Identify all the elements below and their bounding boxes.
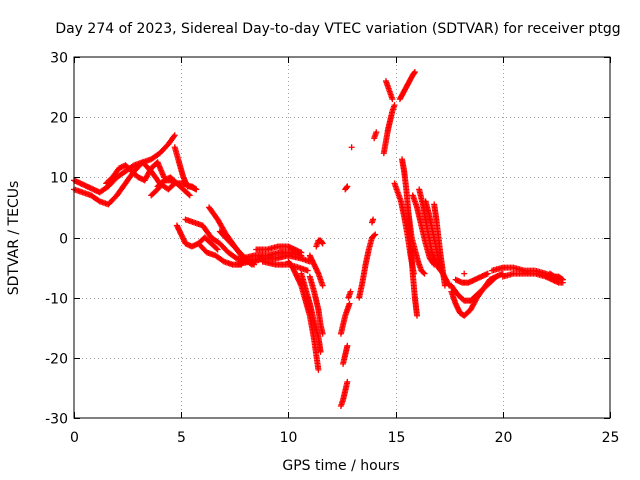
data-point	[318, 239, 325, 246]
data-point	[372, 231, 379, 238]
data-point	[414, 312, 421, 319]
data-points	[71, 69, 566, 409]
data-point	[344, 183, 351, 190]
y-tick-label: -10	[45, 292, 68, 308]
data-point	[344, 342, 351, 349]
x-tick-label: 15	[388, 430, 406, 446]
y-axis-ticks: -30 -20 -10 0 10 20 30	[45, 51, 610, 428]
y-tick-label: 30	[50, 51, 68, 67]
data-point	[389, 96, 396, 103]
x-tick-label: 0	[70, 430, 79, 446]
data-point	[170, 133, 177, 140]
y-tick-label: 20	[50, 111, 68, 127]
y-tick-label: -30	[45, 412, 68, 428]
data-point	[346, 300, 353, 307]
data-point	[373, 129, 380, 136]
data-point	[214, 246, 221, 253]
data-point	[317, 348, 324, 355]
data-point	[298, 249, 305, 256]
x-tick-label: 10	[280, 430, 298, 446]
plot-frame	[73, 56, 611, 419]
data-point	[484, 270, 491, 277]
data-point	[411, 70, 418, 77]
x-axis-label: GPS time / hours	[282, 458, 399, 474]
x-tick-label: 20	[495, 430, 513, 446]
data-point	[185, 191, 192, 198]
data-point	[193, 186, 200, 193]
data-point	[304, 267, 311, 274]
data-point	[371, 232, 378, 239]
chart-title: Day 274 of 2023, Sidereal Day-to-day VTE…	[55, 21, 620, 37]
y-axis-label: SDTVAR / TECUs	[6, 181, 22, 296]
x-tick-label: 5	[177, 430, 186, 446]
data-point	[559, 276, 566, 283]
data-point	[411, 69, 418, 76]
x-tick-label: 25	[602, 430, 620, 446]
data-point	[319, 240, 326, 247]
data-point	[186, 192, 193, 199]
data-point	[213, 245, 220, 252]
data-point	[348, 144, 355, 151]
data-point	[315, 366, 322, 373]
data-point	[421, 270, 428, 277]
grid-lines	[74, 57, 610, 418]
data-point	[370, 216, 377, 223]
data-point	[343, 184, 350, 191]
data-point	[558, 275, 565, 282]
data-point	[493, 273, 500, 280]
x-axis-ticks: 0 5 10 15 20 25	[70, 57, 619, 446]
data-point	[192, 185, 199, 192]
data-point	[461, 270, 468, 277]
y-tick-label: -20	[45, 352, 68, 368]
data-point	[344, 378, 351, 385]
data-point	[391, 102, 398, 109]
data-point	[171, 132, 178, 139]
y-tick-label: 0	[59, 232, 68, 248]
data-point	[347, 288, 354, 295]
data-point	[319, 330, 326, 337]
data-point	[319, 282, 326, 289]
y-tick-label: 10	[50, 171, 68, 187]
data-point	[420, 269, 427, 276]
